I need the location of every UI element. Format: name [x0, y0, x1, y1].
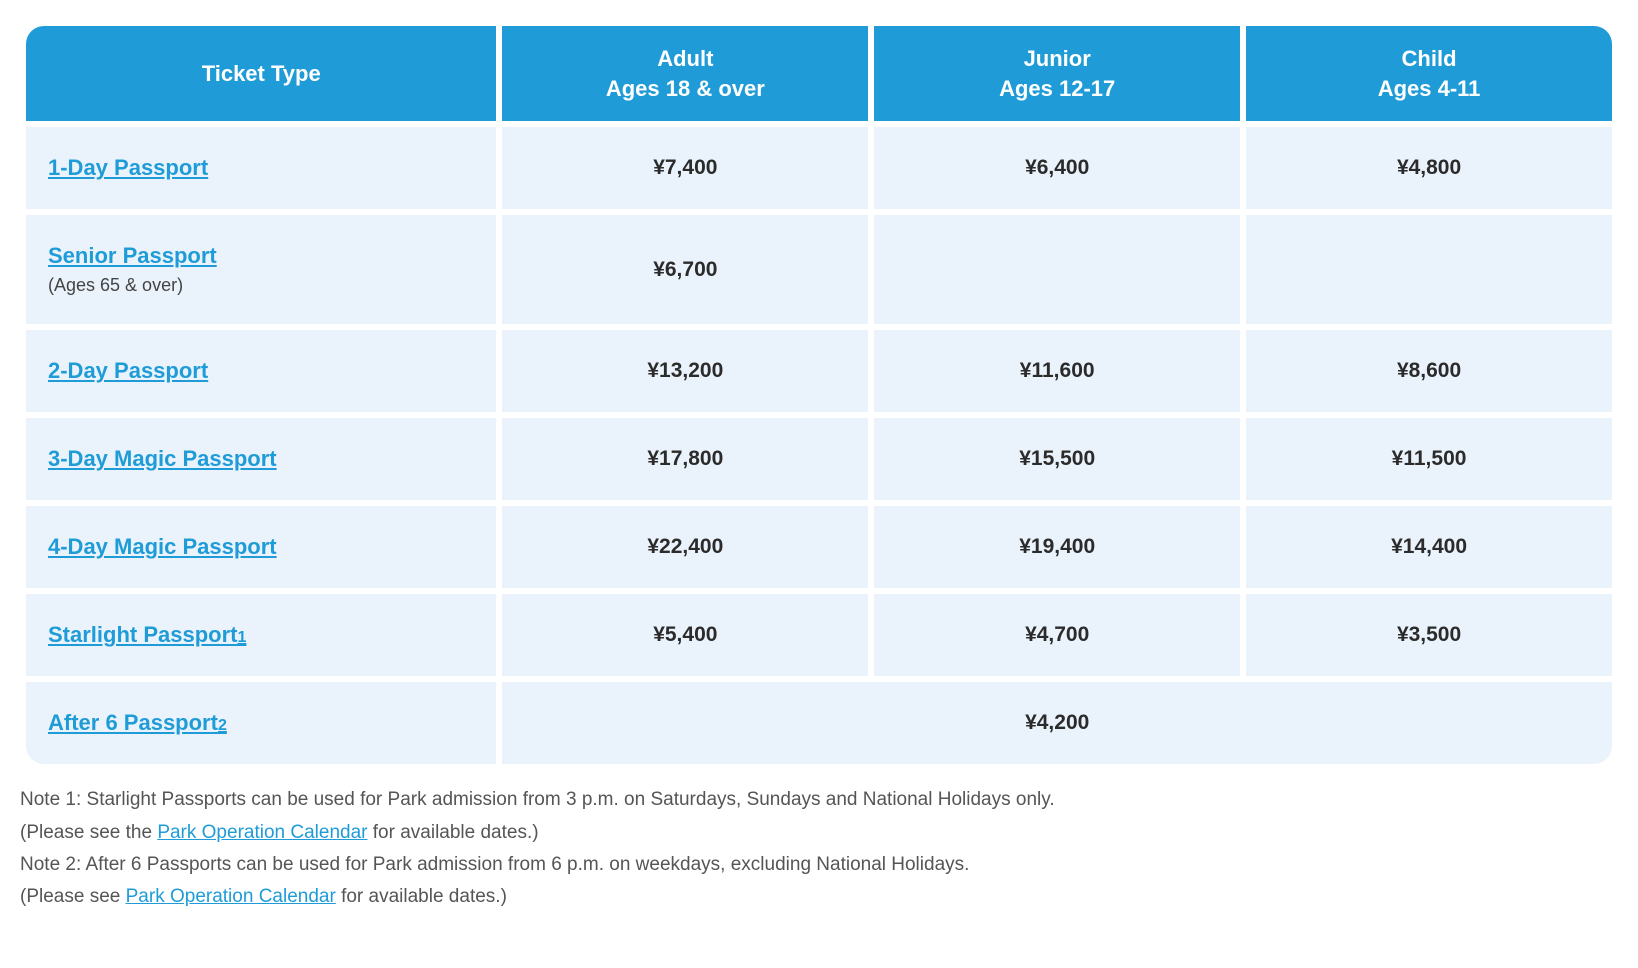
price-adult: ¥6,700: [502, 215, 868, 324]
table-body: 1-Day Passport ¥7,400 ¥6,400 ¥4,800 Seni…: [26, 127, 1612, 764]
col-header-ticket-type: Ticket Type: [26, 26, 496, 121]
price-adult: ¥7,400: [502, 127, 868, 209]
footnote-2-paren-post: for available dates.): [336, 886, 507, 907]
col-header-title: Ticket Type: [202, 61, 321, 86]
price-all-ages: ¥4,200: [502, 682, 1612, 764]
footnote-2-paren-pre: (Please see: [20, 886, 126, 907]
table-row: 3-Day Magic Passport ¥17,800 ¥15,500 ¥11…: [26, 418, 1612, 500]
col-header-adult: Adult Ages 18 & over: [502, 26, 868, 121]
price-child: ¥3,500: [1246, 594, 1612, 676]
footnote-1: Note 1: Starlight Passports can be used …: [20, 784, 1618, 816]
price-adult: ¥17,800: [502, 418, 868, 500]
price-child: ¥8,600: [1246, 330, 1612, 412]
ticket-name-cell: 4-Day Magic Passport: [26, 506, 496, 588]
price-child: ¥14,400: [1246, 506, 1612, 588]
table-row: Senior Passport (Ages 65 & over) ¥6,700: [26, 215, 1612, 324]
ticket-name-cell: 1-Day Passport: [26, 127, 496, 209]
price-junior: ¥11,600: [874, 330, 1240, 412]
ticket-link-senior[interactable]: Senior Passport: [48, 243, 217, 268]
ticket-name-cell: After 6 Passport2: [26, 682, 496, 764]
table-row: After 6 Passport2 ¥4,200: [26, 682, 1612, 764]
table-row: 2-Day Passport ¥13,200 ¥11,600 ¥8,600: [26, 330, 1612, 412]
footnotes: Note 1: Starlight Passports can be used …: [20, 784, 1618, 913]
price-child: ¥4,800: [1246, 127, 1612, 209]
table-row: Starlight Passport1 ¥5,400 ¥4,700 ¥3,500: [26, 594, 1612, 676]
price-adult: ¥13,200: [502, 330, 868, 412]
ticket-link-4day[interactable]: 4-Day Magic Passport: [48, 534, 277, 559]
col-header-sub: Ages 4-11: [1256, 74, 1602, 104]
price-adult: ¥5,400: [502, 594, 868, 676]
col-header-junior: Junior Ages 12-17: [874, 26, 1240, 121]
footnote-2-text: Note 2: After 6 Passports can be used fo…: [20, 854, 969, 875]
ticket-name-cell: 2-Day Passport: [26, 330, 496, 412]
footnote-1-paren-post: for available dates.): [367, 822, 538, 843]
footnote-2: Note 2: After 6 Passports can be used fo…: [20, 849, 1618, 881]
price-adult: ¥22,400: [502, 506, 868, 588]
price-child: [1246, 215, 1612, 324]
col-header-child: Child Ages 4-11: [1246, 26, 1612, 121]
col-header-title: Junior: [1024, 46, 1091, 71]
table-row: 4-Day Magic Passport ¥22,400 ¥19,400 ¥14…: [26, 506, 1612, 588]
footnote-ref-1: 1: [237, 629, 246, 646]
ticket-link-1day[interactable]: 1-Day Passport: [48, 155, 208, 180]
ticket-link-text: Starlight Passport: [48, 622, 237, 647]
ticket-link-3day[interactable]: 3-Day Magic Passport: [48, 446, 277, 471]
col-header-title: Adult: [657, 46, 713, 71]
park-calendar-link[interactable]: Park Operation Calendar: [126, 886, 336, 907]
ticket-sublabel: (Ages 65 & over): [48, 275, 474, 296]
col-header-sub: Ages 18 & over: [512, 74, 858, 104]
footnote-2-paren: (Please see Park Operation Calendar for …: [20, 881, 1618, 913]
ticket-link-starlight[interactable]: Starlight Passport1: [48, 622, 246, 647]
price-junior: ¥4,700: [874, 594, 1240, 676]
ticket-name-cell: Senior Passport (Ages 65 & over): [26, 215, 496, 324]
table-header-row: Ticket Type Adult Ages 18 & over Junior …: [26, 26, 1612, 121]
ticket-name-cell: Starlight Passport1: [26, 594, 496, 676]
footnote-1-paren-pre: (Please see the: [20, 822, 157, 843]
ticket-link-after6[interactable]: After 6 Passport2: [48, 710, 227, 735]
park-calendar-link[interactable]: Park Operation Calendar: [157, 822, 367, 843]
price-junior: ¥19,400: [874, 506, 1240, 588]
ticket-link-text: After 6 Passport: [48, 710, 218, 735]
ticket-name-cell: 3-Day Magic Passport: [26, 418, 496, 500]
price-junior: ¥6,400: [874, 127, 1240, 209]
price-child: ¥11,500: [1246, 418, 1612, 500]
table-row: 1-Day Passport ¥7,400 ¥6,400 ¥4,800: [26, 127, 1612, 209]
footnote-1-text: Note 1: Starlight Passports can be used …: [20, 789, 1055, 810]
price-junior: ¥15,500: [874, 418, 1240, 500]
price-junior: [874, 215, 1240, 324]
col-header-sub: Ages 12-17: [884, 74, 1230, 104]
footnote-ref-2: 2: [218, 717, 227, 734]
ticket-price-table: Ticket Type Adult Ages 18 & over Junior …: [20, 20, 1618, 770]
footnote-1-paren: (Please see the Park Operation Calendar …: [20, 817, 1618, 849]
ticket-link-2day[interactable]: 2-Day Passport: [48, 358, 208, 383]
col-header-title: Child: [1402, 46, 1457, 71]
